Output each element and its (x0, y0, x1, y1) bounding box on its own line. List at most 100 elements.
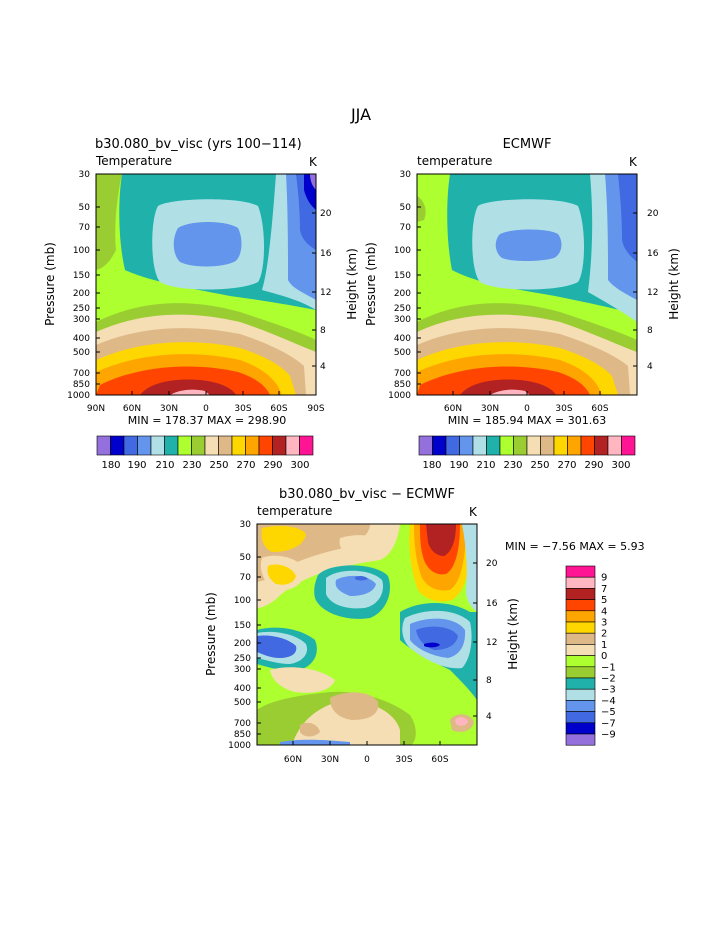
tick-30n: 30N (160, 404, 178, 414)
tick-850: 850 (394, 380, 411, 390)
y-axis-label: Pressure (mb) (43, 242, 57, 326)
colorbar (96, 435, 314, 456)
tick-400: 400 (73, 334, 90, 344)
tick-250: 250 (73, 304, 90, 314)
tick-50: 50 (240, 553, 252, 563)
colorbar-swatch (565, 588, 596, 600)
colorbar-swatch (204, 435, 219, 456)
tick-60s: 60S (270, 404, 287, 414)
tick-20km: 20 (486, 559, 498, 569)
tick-300: 300 (394, 315, 411, 325)
colorbar-swatch (513, 435, 528, 456)
tick-90s: 90S (307, 404, 324, 414)
colorbar-swatch (526, 435, 541, 456)
colorbar-swatch (96, 435, 111, 456)
x-tick-labels: 60N 30N 0 30S 60S (444, 404, 609, 414)
tick-30: 30 (79, 170, 91, 180)
cbar-label: −4 (601, 696, 616, 707)
colorbar-swatch (565, 700, 596, 712)
colorbar-swatch (565, 621, 596, 634)
tick-30: 30 (400, 170, 412, 180)
x-tick-labels: 60N 30N 0 30S 60S (284, 755, 449, 765)
tick-100: 100 (73, 246, 90, 256)
units-label: K (309, 155, 318, 169)
cbar-label-190: 190 (127, 460, 146, 471)
tick-700: 700 (234, 719, 251, 729)
cbar-label-300: 300 (290, 460, 309, 471)
panel-title: ECMWF (503, 137, 552, 152)
y-tick-labels: 30 50 70 100 150 200 250 300 400 500 700… (67, 170, 90, 401)
colorbar-swatch (565, 632, 596, 645)
cbar-label-290: 290 (263, 460, 282, 471)
y-tick-labels: 30 50 70 100 150 200 250 300 400 500 700… (228, 520, 251, 751)
cbar-label: 5 (601, 595, 607, 606)
tick-4km: 4 (647, 362, 653, 372)
tick-20km: 20 (320, 209, 332, 219)
cbar-label-210: 210 (476, 460, 495, 471)
colorbar-swatch (285, 435, 300, 456)
cbar-label: 4 (601, 606, 607, 617)
tick-60s: 60S (431, 755, 448, 765)
page-title: JJA (350, 105, 371, 124)
cbar-label-180: 180 (422, 460, 441, 471)
tick-200: 200 (234, 639, 251, 649)
tick-60n: 60N (444, 404, 462, 414)
tick-30s: 30S (234, 404, 251, 414)
colorbar-swatch (565, 565, 596, 578)
cbar-label-250: 250 (209, 460, 228, 471)
tick-1000: 1000 (388, 391, 411, 401)
units-label: K (469, 505, 478, 519)
tick-0: 0 (203, 404, 209, 414)
cbar-label: −9 (601, 730, 616, 741)
colorbar-swatch (218, 435, 233, 456)
tick-700: 700 (73, 369, 90, 379)
y-tick-labels: 30 50 70 100 150 200 250 300 400 500 700… (388, 170, 411, 401)
colorbar (418, 435, 636, 456)
cbar-label: −3 (601, 685, 616, 696)
min-max-stats: MIN = −7.56 MAX = 5.93 (505, 540, 645, 553)
colorbar-swatch (540, 435, 555, 456)
tick-200: 200 (394, 289, 411, 299)
colorbar-swatch (565, 677, 596, 690)
tick-4km: 4 (320, 362, 326, 372)
colorbar-swatch (272, 435, 287, 456)
tick-16km: 16 (486, 599, 498, 609)
tick-100: 100 (234, 596, 251, 606)
tick-90n: 90N (87, 404, 105, 414)
colorbar-swatch (553, 435, 568, 456)
min-max-stats: MIN = 178.37 MAX = 298.90 (128, 414, 286, 427)
colorbar-swatch (594, 435, 609, 456)
tick-400: 400 (394, 334, 411, 344)
cbar-label-230: 230 (182, 460, 201, 471)
tick-0: 0 (524, 404, 530, 414)
cbar-label: 2 (601, 629, 607, 640)
tick-500: 500 (394, 348, 411, 358)
tick-60s: 60S (591, 404, 608, 414)
colorbar-swatch (567, 435, 582, 456)
tick-8km: 8 (320, 326, 326, 336)
tick-30n: 30N (321, 755, 339, 765)
y2-axis-label: Height (km) (345, 248, 359, 319)
tick-700: 700 (394, 369, 411, 379)
contour-field (96, 174, 316, 395)
tick-850: 850 (73, 380, 90, 390)
cbar-label: 3 (601, 618, 607, 629)
colorbar-swatch (472, 435, 487, 456)
cbar-label-230: 230 (503, 460, 522, 471)
cbar-label-190: 190 (449, 460, 468, 471)
tick-300: 300 (73, 315, 90, 325)
contour-field (417, 174, 637, 395)
colorbar-swatch (565, 666, 596, 679)
tick-16km: 16 (647, 249, 659, 259)
cbar-label-300: 300 (611, 460, 630, 471)
tick-12km: 12 (486, 638, 497, 648)
tick-1000: 1000 (228, 741, 251, 751)
tick-500: 500 (234, 698, 251, 708)
variable-label: temperature (257, 504, 332, 518)
colorbar-swatch (418, 435, 433, 456)
tick-250: 250 (234, 654, 251, 664)
variable-label: temperature (417, 154, 492, 168)
colorbar-swatch (445, 435, 460, 456)
